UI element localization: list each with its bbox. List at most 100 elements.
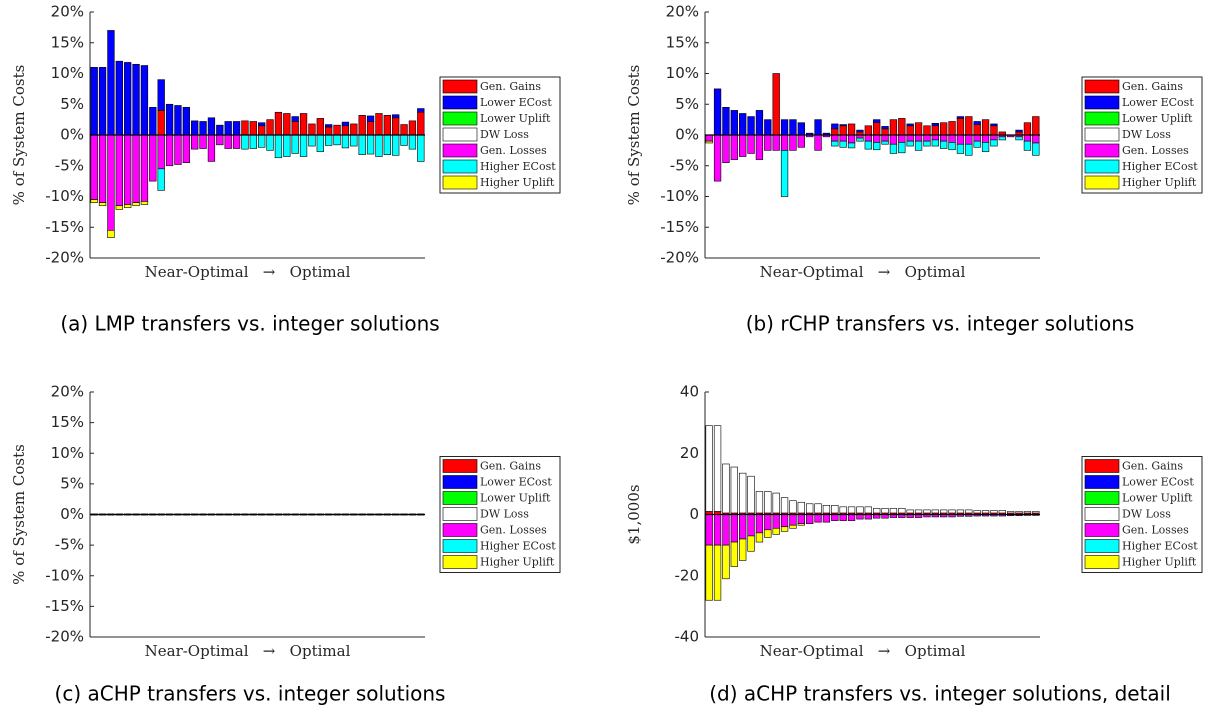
bar-segment (713, 88, 722, 136)
bar-segment (772, 527, 780, 535)
y-tick-label: 40 (680, 383, 699, 401)
bar-segment (730, 514, 738, 543)
bar-segment (747, 535, 755, 552)
bar-segment (973, 121, 981, 125)
bar-segment (906, 125, 914, 136)
legend-label: DW Loss (1122, 128, 1171, 141)
y-tick-label: 0% (60, 505, 84, 523)
bar-segment (722, 134, 730, 163)
bar-segment (881, 508, 889, 514)
bar-segment (780, 134, 789, 151)
bar-segment (814, 119, 822, 136)
legend-swatch (1084, 127, 1120, 142)
bar-segment (940, 140, 948, 149)
legend-label: Higher Uplift (1122, 176, 1197, 189)
bar-segment (400, 134, 408, 146)
bar-segment (764, 529, 772, 538)
y-tick-label: 5% (60, 95, 84, 113)
bar-segment (722, 463, 730, 514)
bar-segment (249, 134, 257, 149)
bar-segment (408, 120, 417, 136)
legend-label: Lower ECost (480, 476, 552, 489)
bar-segment (956, 118, 965, 136)
bar-segment (981, 142, 990, 152)
bar-segment (981, 510, 990, 514)
bar-segment (157, 168, 165, 191)
bar-segment (780, 497, 789, 514)
bar-segment (165, 103, 174, 136)
y-axis-label: % of System Costs (10, 65, 28, 206)
bar-segment (392, 114, 400, 119)
bar-segment (316, 134, 324, 152)
bar-segment (873, 142, 881, 151)
bar-segment (713, 134, 722, 182)
y-tick-label: -20% (45, 249, 84, 267)
bar-segment (417, 111, 425, 136)
bar-segment (956, 116, 965, 119)
legend-swatch (1084, 523, 1120, 537)
legend-label: DW Loss (480, 508, 529, 521)
bar-segment (806, 503, 814, 514)
bar-segment (358, 115, 366, 136)
bar-segment (107, 134, 115, 231)
bar-segment (174, 105, 182, 136)
bar-segment (107, 230, 115, 239)
bar-segment (333, 124, 341, 136)
legend-label: Higher Uplift (480, 176, 555, 189)
bar-segment (923, 140, 931, 147)
bar-segment (291, 121, 299, 136)
bar-segment (132, 63, 140, 136)
bar-segment (881, 140, 889, 145)
legend-label: Lower Uplift (480, 492, 551, 505)
bar-segment (847, 142, 856, 149)
bar-segment (124, 62, 132, 136)
bar-segment (366, 115, 375, 122)
x-axis-label: Near-Optimal → Optimal (760, 642, 966, 660)
bar-segment (856, 137, 864, 142)
bar-segment (898, 508, 906, 514)
bar-segment (366, 121, 375, 136)
bar-segment (299, 134, 308, 157)
bar-segment (948, 142, 956, 151)
legend-label: Lower Uplift (1122, 112, 1193, 125)
legend-label: DW Loss (1122, 508, 1171, 521)
bar-segment (308, 134, 316, 147)
bar-segment (115, 205, 123, 210)
legend-swatch (442, 539, 478, 553)
bar-segment (864, 125, 872, 136)
bar-segment (881, 126, 889, 130)
bar-segment (965, 134, 973, 145)
bar-segment (274, 111, 283, 136)
bar-segment (182, 134, 190, 163)
bar-segment (906, 140, 914, 147)
bar-segment (814, 503, 822, 514)
x-axis-label: Near-Optimal → Optimal (760, 263, 966, 281)
bar-segment (747, 475, 755, 514)
bar-segment (789, 134, 797, 151)
bar-segment (232, 134, 241, 149)
legend-label: Gen. Losses (1122, 144, 1189, 157)
bar-segment (713, 514, 722, 546)
bar-segment (931, 134, 939, 141)
bar-segment (814, 514, 822, 523)
bar-segment (948, 121, 956, 136)
bar-segment (914, 134, 923, 142)
bar-segment (417, 108, 425, 113)
bar-segment (931, 123, 939, 127)
bar-segment (747, 134, 755, 154)
bar-segment (873, 122, 881, 136)
bar-segment (383, 134, 391, 155)
bar-segment (722, 514, 730, 546)
bar-segment (115, 60, 123, 136)
bar-segment (1015, 511, 1023, 514)
bar-segment (341, 125, 350, 136)
y-tick-label: -20% (660, 249, 699, 267)
bar-segment (1023, 511, 1032, 514)
bar-segment (739, 538, 747, 561)
legend-label: Gen. Losses (480, 144, 547, 157)
bar-segment (789, 524, 797, 529)
bar-segment (906, 134, 914, 142)
legend-swatch (442, 95, 478, 110)
bar-segment (755, 134, 764, 160)
bar-segment (931, 125, 939, 136)
